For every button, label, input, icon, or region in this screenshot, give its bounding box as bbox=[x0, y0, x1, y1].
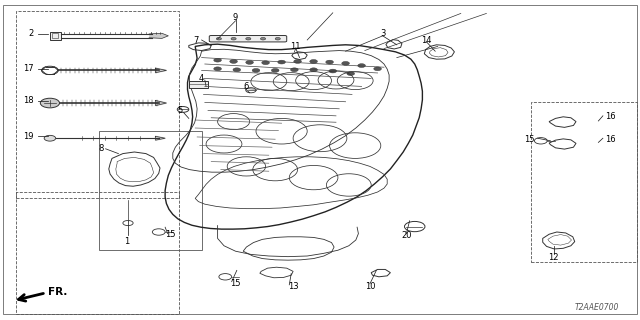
Text: 3: 3 bbox=[380, 29, 385, 38]
Text: 19: 19 bbox=[23, 132, 33, 140]
Text: 12: 12 bbox=[548, 253, 559, 262]
Circle shape bbox=[374, 67, 381, 71]
Bar bbox=[16, 11, 179, 198]
Circle shape bbox=[214, 58, 221, 62]
Text: 8: 8 bbox=[99, 144, 104, 153]
Text: FR.: FR. bbox=[48, 287, 67, 297]
Text: 1: 1 bbox=[124, 237, 129, 246]
Polygon shape bbox=[156, 68, 166, 73]
Text: 14: 14 bbox=[421, 36, 431, 44]
Text: 17: 17 bbox=[22, 64, 33, 73]
Text: 15: 15 bbox=[165, 230, 175, 239]
Text: 11: 11 bbox=[291, 42, 301, 51]
Circle shape bbox=[216, 37, 221, 40]
Polygon shape bbox=[156, 100, 166, 106]
Circle shape bbox=[347, 72, 355, 76]
Circle shape bbox=[329, 69, 337, 73]
Circle shape bbox=[246, 37, 251, 40]
Circle shape bbox=[278, 60, 285, 64]
Bar bbox=[50, 32, 61, 40]
Circle shape bbox=[260, 37, 266, 40]
Text: 9: 9 bbox=[233, 13, 238, 22]
Circle shape bbox=[214, 67, 221, 71]
Circle shape bbox=[233, 68, 241, 72]
Circle shape bbox=[310, 68, 317, 72]
Bar bbox=[16, 192, 179, 314]
Text: 13: 13 bbox=[288, 282, 299, 291]
Circle shape bbox=[310, 60, 317, 63]
Circle shape bbox=[262, 61, 269, 65]
Bar bbox=[531, 102, 637, 262]
Polygon shape bbox=[156, 136, 165, 140]
Text: 10: 10 bbox=[365, 282, 375, 291]
Text: 16: 16 bbox=[605, 135, 616, 144]
Bar bbox=[189, 81, 208, 88]
FancyBboxPatch shape bbox=[209, 36, 287, 42]
Text: 4: 4 bbox=[198, 74, 204, 83]
Circle shape bbox=[291, 68, 298, 72]
Circle shape bbox=[230, 60, 237, 63]
Text: T2AAE0700: T2AAE0700 bbox=[575, 303, 620, 312]
Circle shape bbox=[342, 61, 349, 65]
Polygon shape bbox=[149, 33, 168, 38]
Text: 2: 2 bbox=[28, 29, 33, 38]
Circle shape bbox=[271, 68, 279, 72]
Text: 18: 18 bbox=[22, 96, 33, 105]
Circle shape bbox=[294, 60, 301, 63]
Text: 16: 16 bbox=[605, 112, 616, 121]
Circle shape bbox=[44, 135, 56, 141]
Text: 6: 6 bbox=[243, 82, 248, 91]
Text: 5: 5 bbox=[177, 106, 182, 115]
Text: 7: 7 bbox=[193, 36, 198, 44]
Text: 15: 15 bbox=[230, 279, 241, 288]
Text: 15: 15 bbox=[525, 135, 535, 144]
Circle shape bbox=[275, 37, 280, 40]
Circle shape bbox=[40, 98, 60, 108]
Circle shape bbox=[326, 60, 333, 64]
Circle shape bbox=[246, 60, 253, 64]
Circle shape bbox=[358, 64, 365, 68]
Bar bbox=[52, 33, 58, 38]
Text: 20: 20 bbox=[401, 231, 412, 240]
Circle shape bbox=[252, 68, 260, 72]
Circle shape bbox=[231, 37, 236, 40]
Bar bbox=[99, 131, 202, 250]
